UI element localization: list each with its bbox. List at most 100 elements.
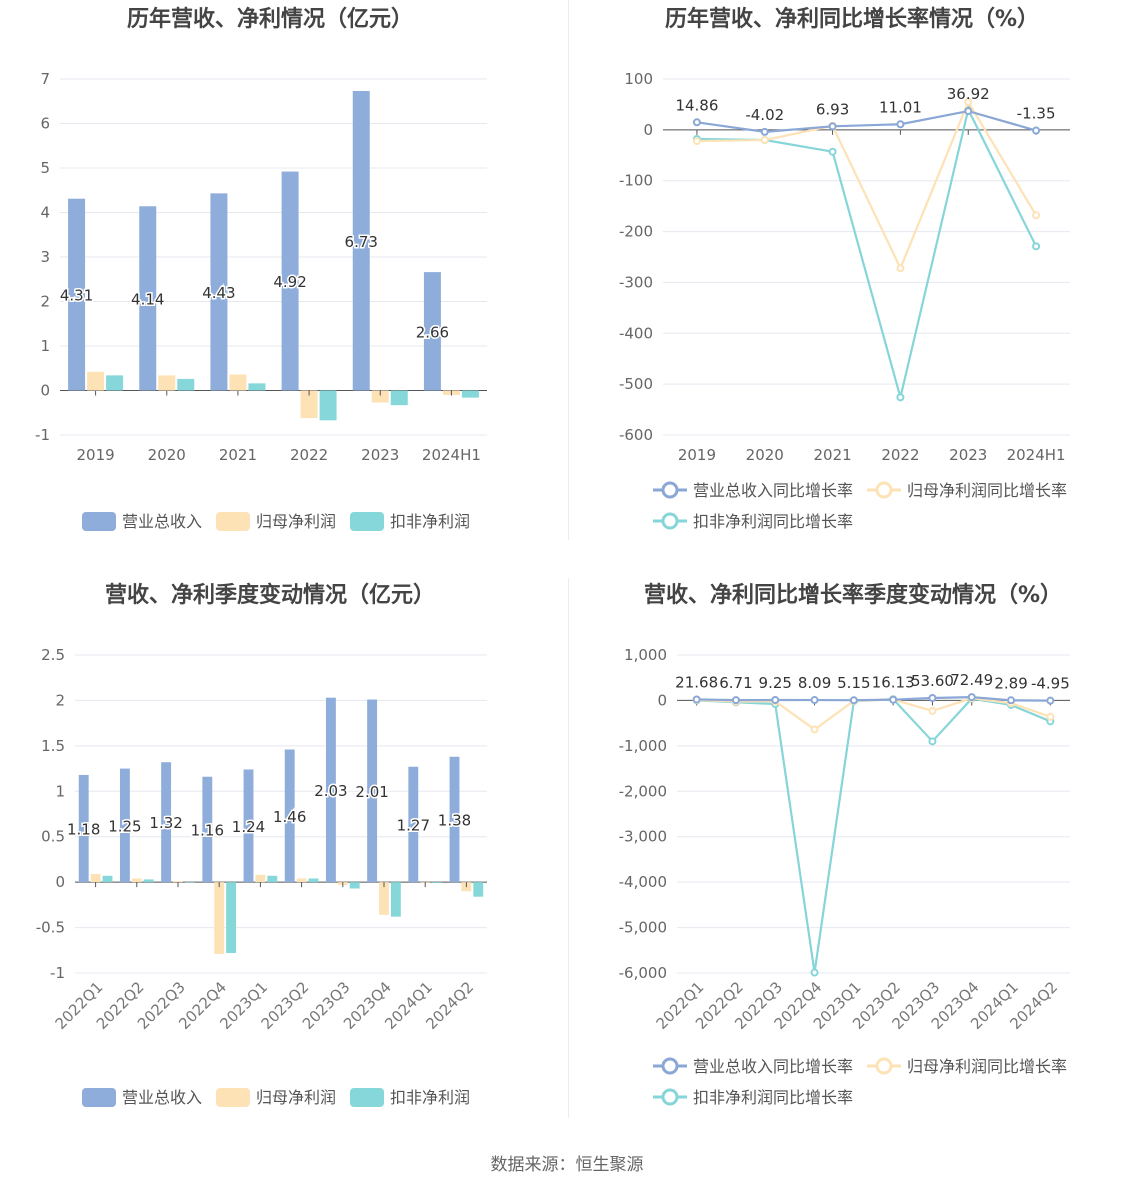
legend-label: 营业总收入 — [122, 1088, 202, 1107]
deducted-profit-bar — [226, 882, 237, 954]
net-profit-growth-line — [696, 99, 1038, 271]
net-profit-growth-point — [760, 136, 769, 145]
revenue-growth-data-label: -1.35 — [1017, 105, 1056, 123]
revenue-growth-point — [967, 693, 976, 702]
net-profit-bar — [379, 882, 389, 915]
vertical-divider-top — [568, 0, 569, 540]
y-tick-label: 5 — [40, 159, 50, 177]
y-tick-label: -300 — [619, 273, 653, 291]
legend-label: 扣非净利润 — [390, 512, 470, 531]
y-tick-label: -600 — [619, 426, 653, 444]
x-tick-label: 2020 — [148, 446, 186, 464]
revenue-bar — [139, 206, 157, 391]
net-profit-growth-point — [928, 706, 937, 715]
revenue-data-label: 2.03 — [314, 782, 347, 800]
net-profit-bar — [87, 371, 105, 391]
net-profit-growth-point — [1046, 712, 1055, 721]
deducted-profit-bar — [349, 882, 360, 889]
net-profit-growth-point — [810, 725, 819, 734]
legend-marker — [661, 512, 679, 530]
net-profit-bar — [300, 390, 318, 419]
net-profit-growth-point — [964, 97, 973, 106]
revenue-growth-point — [810, 696, 819, 705]
y-tick-label: 0 — [55, 873, 65, 891]
deducted-profit-bar — [432, 882, 443, 884]
revenue-data-label: 1.46 — [273, 808, 306, 826]
revenue-data-label: 4.31 — [60, 287, 93, 305]
x-tick-label: 2023 — [361, 446, 399, 464]
revenue-data-label: 1.27 — [397, 816, 430, 834]
y-tick-label: 100 — [624, 70, 653, 88]
legend-swatch — [82, 512, 116, 531]
chart-title: 营收、净利同比增长率季度变动情况（%） — [644, 582, 1062, 608]
y-tick-label: -200 — [619, 223, 653, 241]
deducted-profit-bar — [319, 390, 337, 421]
revenue-data-label: 1.32 — [149, 814, 182, 832]
revenue-growth-point — [731, 696, 740, 705]
legend-label: 扣非净利润同比增长率 — [693, 512, 853, 531]
net-profit-bar — [173, 881, 183, 883]
y-tick-label: -1,000 — [619, 737, 667, 755]
y-tick-label: -2,000 — [619, 782, 667, 800]
legend-label: 扣非净利润同比增长率 — [693, 1088, 853, 1107]
revenue-bar — [68, 198, 86, 391]
quarterly-amount-svg: 营收、净利季度变动情况（亿元）2.521.510.50-0.5-12022Q12… — [36, 582, 487, 1107]
deducted-profit-bar — [390, 390, 408, 406]
legend-label: 扣非净利润 — [390, 1088, 470, 1107]
y-tick-label: 1.5 — [41, 737, 65, 755]
revenue-data-label: 1.25 — [108, 817, 141, 835]
deducted-profit-growth-point — [928, 737, 937, 746]
revenue-bar — [408, 766, 419, 883]
y-tick-label: 1,000 — [624, 646, 667, 664]
revenue-data-label: 1.16 — [191, 821, 224, 839]
net-profit-growth-point — [692, 137, 701, 146]
legend-label: 营业总收入同比增长率 — [693, 481, 853, 500]
revenue-growth-data-label: -4.95 — [1031, 675, 1070, 693]
revenue-bar — [367, 699, 378, 883]
legend-swatch — [216, 1088, 250, 1107]
y-tick-label: 2.5 — [41, 646, 65, 664]
deducted-profit-bar — [267, 875, 278, 883]
net-profit-bar — [158, 375, 176, 391]
y-tick-label: -3,000 — [619, 828, 667, 846]
y-tick-label: 1 — [55, 782, 65, 800]
revenue-growth-point — [928, 693, 937, 702]
legend-marker — [661, 481, 679, 499]
revenue-growth-point — [964, 107, 973, 116]
x-tick-label: 2021 — [813, 446, 851, 464]
x-tick-label: 2020 — [746, 446, 784, 464]
x-tick-label: 2024H1 — [422, 446, 481, 464]
y-tick-label: -5,000 — [619, 919, 667, 937]
revenue-growth-point — [771, 696, 780, 705]
revenue-growth-point — [692, 118, 701, 127]
revenue-growth-point — [760, 127, 769, 136]
revenue-data-label: 2.66 — [416, 323, 449, 341]
y-tick-label: -0.5 — [36, 919, 65, 937]
revenue-bar — [78, 774, 89, 883]
revenue-bar — [281, 171, 299, 391]
deducted-profit-growth-point — [810, 968, 819, 977]
legend-swatch — [350, 512, 384, 531]
annual-growth-chart: 历年营收、净利同比增长率情况（%） 100 0 -100 -200 -300 -400 -50… — [567, 0, 1134, 580]
net-profit-bar — [371, 390, 389, 403]
deducted-profit-growth-line — [696, 106, 1038, 398]
revenue-bar — [284, 749, 295, 883]
y-tick-label: 2 — [40, 293, 50, 311]
deducted-profit-bar — [102, 875, 113, 883]
revenue-bar — [119, 768, 130, 883]
revenue-bar — [243, 769, 254, 883]
revenue-growth-point — [1007, 696, 1016, 705]
legend-swatch — [82, 1088, 116, 1107]
revenue-growth-point — [1046, 696, 1055, 705]
legend-swatch — [350, 1088, 384, 1107]
x-tick-label: 2022 — [881, 446, 919, 464]
deducted-profit-growth-line — [696, 697, 1051, 973]
net-profit-bar — [255, 874, 266, 883]
y-tick-label: 3 — [40, 248, 50, 266]
revenue-growth-data-label: 72.49 — [950, 671, 993, 689]
legend-label: 归母净利润同比增长率 — [907, 1057, 1067, 1076]
net-profit-bar — [296, 878, 307, 883]
revenue-data-label: 1.38 — [438, 811, 471, 829]
net-profit-bar — [214, 882, 225, 954]
y-tick-label: 7 — [40, 70, 50, 88]
